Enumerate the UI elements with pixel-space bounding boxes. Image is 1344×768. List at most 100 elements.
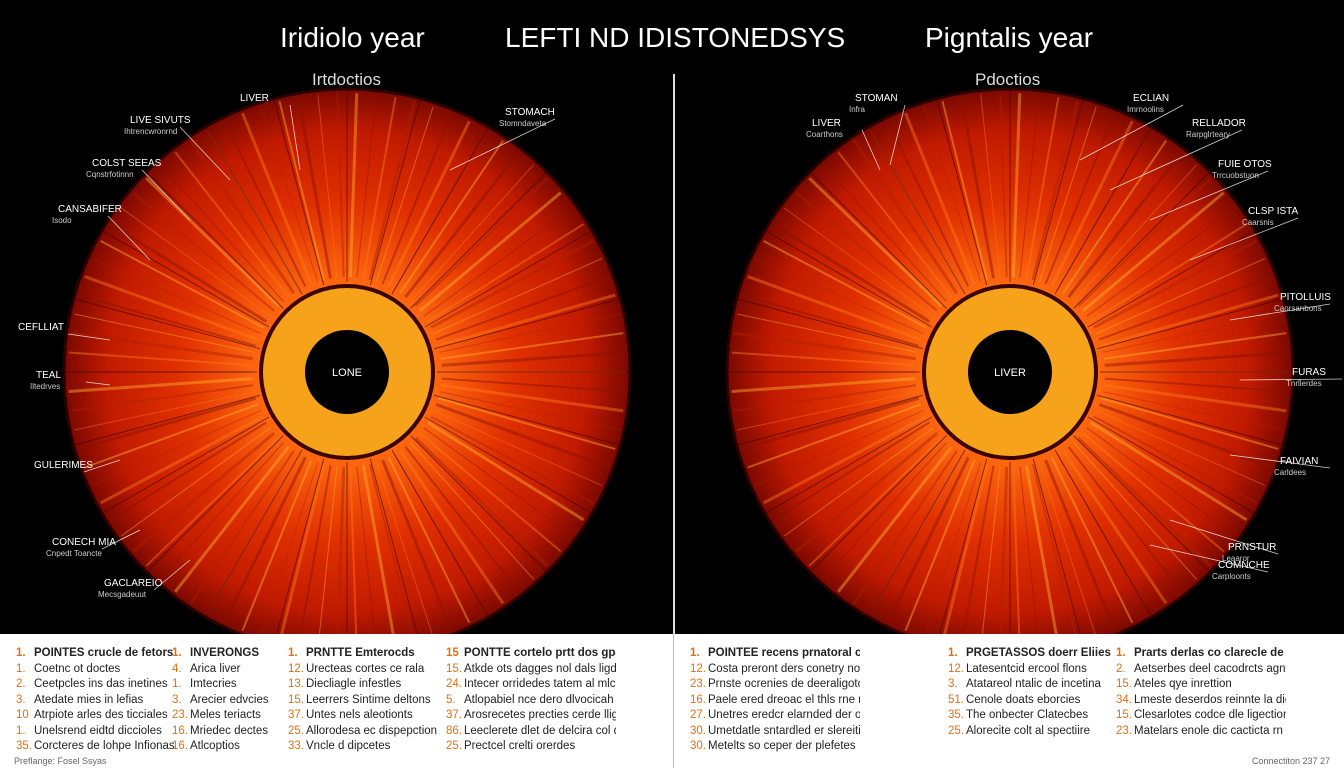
legend-item-number: 25.: [288, 724, 304, 737]
right-label-title: STOMAN: [855, 93, 898, 104]
legend-item-number: 10: [16, 709, 29, 721]
legend-heading-number: 1.: [948, 647, 958, 659]
left-fiber: [414, 177, 549, 307]
left-zone-line: [273, 98, 325, 286]
left-fiber: [120, 427, 271, 537]
right-label-leader: [861, 129, 881, 171]
left-fiber: [441, 377, 626, 393]
legend-item: 34.Lmeste deserdos reinnte la digeccia: [1116, 693, 1286, 709]
right-zone-line: [1054, 126, 1152, 295]
legend-item-text: Vncle d dipcetes: [306, 740, 391, 752]
legend-item-number: 3.: [948, 678, 958, 690]
legend-item-number: 37.: [288, 709, 304, 721]
right-iris-rim: [725, 87, 1295, 640]
left-fiber: [438, 397, 616, 450]
legend-item: 15. Clesarlotes codce dle ligection: [1116, 708, 1286, 724]
right-zone-line: [764, 416, 933, 514]
right-fiber: [822, 442, 947, 580]
legend-item-text: The onbecter Clatecbes: [966, 709, 1089, 721]
legend-item-text: Atkde ots dagges nol dals ligdetiois: [464, 662, 616, 675]
right-fiber: [731, 377, 916, 393]
right-center-label: LIVER: [994, 367, 1026, 379]
left-fiber: [70, 331, 254, 361]
right-fiber: [1082, 432, 1225, 553]
right-label-title: PITOLLUIS: [1280, 292, 1331, 303]
legend-item-number: 15.: [288, 693, 304, 706]
right-fiber: [1103, 332, 1287, 360]
right-fiber: [980, 94, 1001, 278]
right-fiber: [981, 466, 1001, 640]
left-fiber: [426, 421, 585, 522]
right-fiber: [837, 445, 953, 593]
left-fiber: [375, 462, 434, 638]
left-label-title: CONECH MIA: [52, 537, 116, 548]
right-fiber: [808, 437, 943, 567]
legend-item: 16.Paele ered dreoac el thls rne rouclne…: [690, 693, 860, 709]
right-zone-line: [1073, 435, 1211, 573]
right-label-leader: [1169, 519, 1279, 555]
left-label-sub: Cnpedt Toancte: [46, 549, 102, 558]
legend-item: 16. Atlcoptios: [172, 739, 342, 755]
left-label-sub: Mecsgadeuut: [98, 590, 147, 599]
right-label-leader: [889, 104, 906, 166]
right-fiber: [1038, 462, 1097, 638]
legend-item-number: 12.: [288, 662, 304, 675]
legend-item-text: Arecier edvcies: [190, 693, 269, 706]
legend-item-text: Metelts so ceper der plefetes: [708, 740, 856, 752]
right-fiber: [1019, 466, 1039, 640]
legend-item-text: Urecteas cortes ce rala: [306, 662, 425, 675]
legend-heading-number: 15: [446, 647, 459, 659]
legend-item: 12. Latesentcid ercool flons: [948, 662, 1118, 678]
legend-item-number: 15.: [446, 662, 462, 675]
right-zone-line: [936, 98, 988, 286]
left-fiber: [362, 465, 396, 640]
left-fiber: [440, 332, 624, 360]
right-fiber: [1086, 207, 1237, 317]
legend-item-number: 16.: [690, 693, 706, 706]
left-fiber: [387, 456, 471, 624]
right-fiber: [1073, 164, 1198, 302]
right-zone-line: [1087, 416, 1256, 514]
legend-item-text: Unetres eredcr elarnded der ohalcmpetms: [708, 709, 860, 721]
right-fiber: [1050, 456, 1134, 624]
right-label-leader: [1189, 217, 1299, 261]
left-zone-line: [101, 230, 270, 328]
right-label-sub: Rarpglrteary: [1186, 130, 1230, 139]
right-fiber: [1103, 383, 1287, 413]
legend-item: 25. Allorodesa ec dispepction: [288, 724, 458, 740]
left-fiber: [223, 120, 307, 288]
left-fiber: [418, 191, 562, 313]
legend-item-number: 3.: [172, 693, 182, 706]
left-label-title: STOMACH: [505, 107, 555, 118]
legend-item-text: Arosrecetes precties cerde lligectica: [464, 709, 616, 721]
right-label-title: PRNSTUR: [1228, 542, 1276, 553]
left-fiber: [241, 459, 313, 632]
right-label-leader: [1079, 104, 1184, 161]
left-fiber: [297, 96, 332, 279]
left-zone-line: [369, 458, 420, 640]
right-fiber: [1031, 100, 1079, 281]
legend-item-text: Leeclerete dlet de delcira col de dipect…: [464, 724, 616, 737]
left-label-title: LIVE SIVUTS: [130, 115, 191, 126]
right-fiber: [1090, 223, 1248, 323]
legend-item-number: 15.: [1116, 709, 1132, 721]
legend-divider: [673, 634, 674, 768]
legend-item: 23. Meles teriacts: [172, 708, 342, 724]
right-fiber: [733, 384, 917, 412]
legend-item-number: 24.: [446, 678, 462, 690]
right-fiber: [960, 96, 995, 279]
legend-item: 4. Arica liver: [172, 662, 342, 678]
legend-item-number: 1.: [172, 678, 182, 690]
left-fiber: [145, 437, 280, 567]
right-fiber: [1102, 313, 1284, 353]
left-fiber: [70, 384, 254, 412]
legend-item: 37.Arosrecetes precties cerde lligectica: [446, 708, 616, 724]
right-fiber: [886, 120, 970, 288]
right-label-sub: Caarsnis: [1242, 218, 1274, 227]
right-fiber: [754, 410, 924, 486]
legend-item: 15. Ateles qye inrettion: [1116, 677, 1286, 693]
left-zone-line: [101, 416, 270, 514]
left-fiber: [159, 164, 284, 302]
right-title: Pigntalis year: [925, 22, 1094, 53]
